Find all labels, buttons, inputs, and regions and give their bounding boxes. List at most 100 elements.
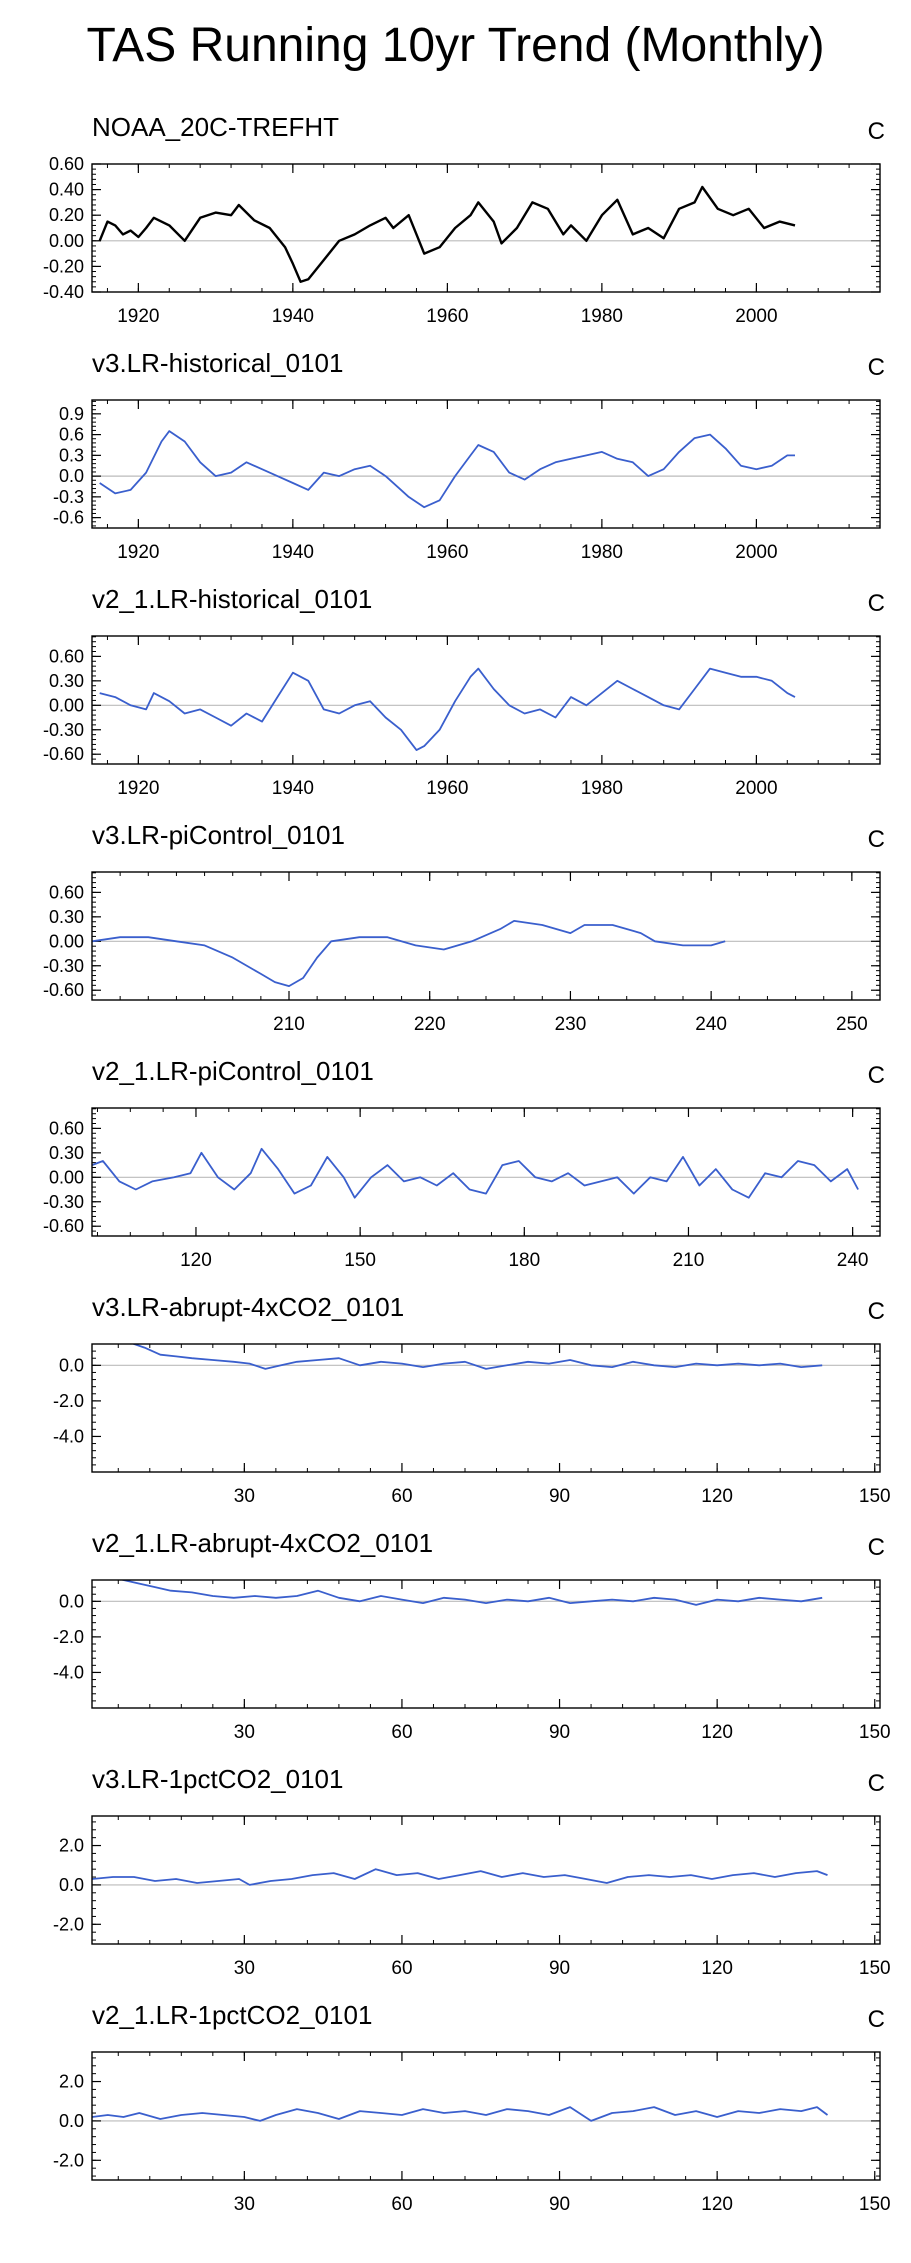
x-tick-label: 1980: [581, 778, 623, 799]
plot-frame: [91, 1815, 881, 1945]
y-tick-label: 0.60: [49, 646, 84, 666]
y-tick-label: 0.30: [49, 1143, 84, 1163]
unit-label: C: [867, 354, 885, 381]
y-tick-label: -2.0: [53, 1627, 84, 1647]
panel-title: v3.LR-piControl_0101: [92, 820, 345, 850]
plot-frame: [91, 2051, 881, 2181]
plot-frame: [91, 399, 881, 529]
y-tick-label: 0.00: [49, 695, 84, 715]
x-tick-label: 250: [836, 1014, 868, 1035]
x-tick-label: 150: [859, 1958, 891, 1979]
plot-area: -4.0 -2.0 0.0 30 60 90 120 150: [53, 1579, 891, 1743]
x-tick-label: 240: [837, 1250, 869, 1271]
x-tick-label: 1980: [581, 306, 623, 327]
plot-area: -0.60 -0.30 0.00 0.30 0.60 120 150 180 210 240: [43, 1107, 881, 1271]
x-tick-label: 150: [344, 1250, 376, 1271]
plot-frame: [91, 1107, 881, 1237]
y-tick-label: 0.0: [59, 2111, 84, 2131]
y-tick-label: -0.3: [53, 487, 84, 507]
panel-3: v3.LR-piControl_0101 C -0.60 -0.30 0.00 0.30 0…: [0, 820, 911, 1056]
x-tick-label: 30: [234, 2194, 255, 2215]
y-tick-label: -0.20: [43, 256, 84, 276]
y-tick-label: 0.30: [49, 671, 84, 691]
x-tick-label: 150: [859, 2194, 891, 2215]
x-tick-label: 1920: [117, 778, 159, 799]
plot-area: -2.0 0.0 2.0 30 60 90 120 150: [53, 1815, 891, 1979]
y-tick-label: -2.0: [53, 1914, 84, 1934]
panel-title: v3.LR-abrupt-4xCO2_0101: [92, 1292, 405, 1322]
y-tick-label: -0.30: [43, 1192, 84, 1212]
panel-title: v2_1.LR-historical_0101: [92, 584, 373, 614]
unit-label: C: [867, 118, 885, 145]
x-tick-label: 90: [549, 1486, 570, 1507]
y-tick-label: 0.00: [49, 1167, 84, 1187]
x-tick-label: 210: [673, 1250, 705, 1271]
panel-1: v3.LR-historical_0101 C -0.6 -0.3 0.0 0.3 0.6 0…: [0, 348, 911, 584]
panel-4: v2_1.LR-piControl_0101 C -0.60 -0.30 0.00 0.3…: [0, 1056, 911, 1292]
series-line: [131, 1344, 823, 1370]
panel-title: NOAA_20C-TREFHT: [92, 112, 340, 142]
plot-frame: [91, 163, 881, 293]
plot-frame: [91, 1579, 881, 1709]
y-tick-label: 0.00: [49, 231, 84, 251]
plot-area: -4.0 -2.0 0.0 30 60 90 120 150: [53, 1343, 891, 1507]
x-tick-label: 60: [391, 1958, 412, 1979]
panel-7: v3.LR-1pctCO2_0101 C -2.0 0.0 2.0 30 60 90 120 15…: [0, 1764, 911, 2000]
series-line: [92, 1147, 859, 1199]
x-tick-label: 1940: [272, 542, 314, 563]
panel-title: v2_1.LR-abrupt-4xCO2_0101: [92, 1528, 434, 1558]
unit-label: C: [867, 1298, 885, 1325]
y-tick-label: -0.30: [43, 956, 84, 976]
y-tick-label: 0.0: [59, 466, 84, 486]
y-tick-label: 0.0: [59, 1875, 84, 1895]
x-tick-label: 1920: [117, 542, 159, 563]
x-tick-label: 180: [508, 1250, 540, 1271]
plot-area: -0.60 -0.30 0.00 0.30 0.60 1920 1940 1960 1980 20…: [43, 635, 881, 799]
y-tick-label: 2.0: [59, 2072, 84, 2092]
x-tick-label: 1960: [426, 778, 468, 799]
panel-5: v3.LR-abrupt-4xCO2_0101 C -4.0 -2.0 0.0 30 60 9…: [0, 1292, 911, 1528]
y-tick-label: -0.6: [53, 508, 84, 528]
x-tick-label: 1960: [426, 306, 468, 327]
x-tick-label: 150: [859, 1722, 891, 1743]
plot-area: -0.6-0.30.00.30.60.9 1920 1940 1960 1980 2000: [53, 399, 881, 563]
panel-6: v2_1.LR-abrupt-4xCO2_0101 C -4.0 -2.0 0.0 30 6…: [0, 1528, 911, 1764]
unit-label: C: [867, 1062, 885, 1089]
y-tick-label: 0.3: [59, 445, 84, 465]
panel-title: v2_1.LR-piControl_0101: [92, 1056, 374, 1086]
x-tick-label: 1960: [426, 542, 468, 563]
x-tick-label: 2000: [735, 778, 777, 799]
y-tick-label: 0.0: [59, 1591, 84, 1611]
series-line: [119, 1580, 823, 1606]
x-tick-label: 30: [234, 1958, 255, 1979]
y-tick-label: 0.60: [49, 882, 84, 902]
plot-area: -0.40 -0.20 0.00 0.20 0.40 0.60 1920 1940 1960 19…: [43, 154, 881, 327]
y-tick-label: -0.30: [43, 720, 84, 740]
x-tick-label: 60: [391, 1486, 412, 1507]
x-tick-label: 2000: [735, 306, 777, 327]
series-line: [99, 667, 796, 752]
series-line: [99, 430, 795, 509]
x-tick-label: 120: [701, 1958, 733, 1979]
x-tick-label: 210: [273, 1014, 305, 1035]
panel-2: v2_1.LR-historical_0101 C -0.60 -0.30 0.00 0.…: [0, 584, 911, 820]
x-tick-label: 150: [859, 1486, 891, 1507]
plot-frame: [91, 871, 881, 1001]
y-tick-label: 0.00: [49, 931, 84, 951]
x-tick-label: 220: [414, 1014, 446, 1035]
x-tick-label: 60: [391, 1722, 412, 1743]
x-tick-label: 60: [391, 2194, 412, 2215]
y-tick-label: 0.20: [49, 205, 84, 225]
plot-frame: [91, 635, 881, 765]
x-tick-label: 120: [701, 1486, 733, 1507]
panel-8: v2_1.LR-1pctCO2_0101 C -2.0 0.0 2.0 30 60 90 120…: [0, 2000, 911, 2236]
y-tick-label: -0.40: [43, 282, 84, 302]
y-tick-label: 0.0: [59, 1355, 84, 1375]
unit-label: C: [867, 590, 885, 617]
y-tick-label: 0.6: [59, 425, 84, 445]
unit-label: C: [867, 826, 885, 853]
series-line: [92, 2106, 829, 2122]
series-line: [92, 920, 726, 988]
unit-label: C: [867, 1770, 885, 1797]
panel-title: v3.LR-1pctCO2_0101: [92, 1764, 344, 1794]
